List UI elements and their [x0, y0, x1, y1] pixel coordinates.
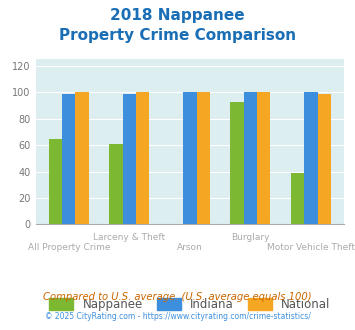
Bar — [183, 92, 197, 224]
Bar — [136, 92, 149, 224]
Bar — [76, 92, 89, 224]
Bar — [230, 102, 244, 224]
Bar — [304, 92, 318, 224]
Legend: Nappanee, Indiana, National: Nappanee, Indiana, National — [45, 293, 335, 315]
Bar — [49, 139, 62, 224]
Text: 2018 Nappanee: 2018 Nappanee — [110, 8, 245, 23]
Text: Property Crime Comparison: Property Crime Comparison — [59, 28, 296, 43]
Bar — [197, 92, 210, 224]
Bar — [257, 92, 271, 224]
Bar — [62, 94, 76, 224]
Text: All Property Crime: All Property Crime — [28, 243, 110, 251]
Bar — [109, 144, 123, 224]
Bar — [291, 173, 304, 224]
Text: Larceny & Theft: Larceny & Theft — [93, 233, 165, 242]
Text: Arson: Arson — [177, 243, 203, 251]
Text: Compared to U.S. average. (U.S. average equals 100): Compared to U.S. average. (U.S. average … — [43, 292, 312, 302]
Bar — [318, 94, 331, 224]
Bar — [244, 92, 257, 224]
Bar — [123, 94, 136, 224]
Text: Burglary: Burglary — [231, 233, 270, 242]
Text: © 2025 CityRating.com - https://www.cityrating.com/crime-statistics/: © 2025 CityRating.com - https://www.city… — [45, 312, 310, 321]
Text: Motor Vehicle Theft: Motor Vehicle Theft — [267, 243, 355, 251]
